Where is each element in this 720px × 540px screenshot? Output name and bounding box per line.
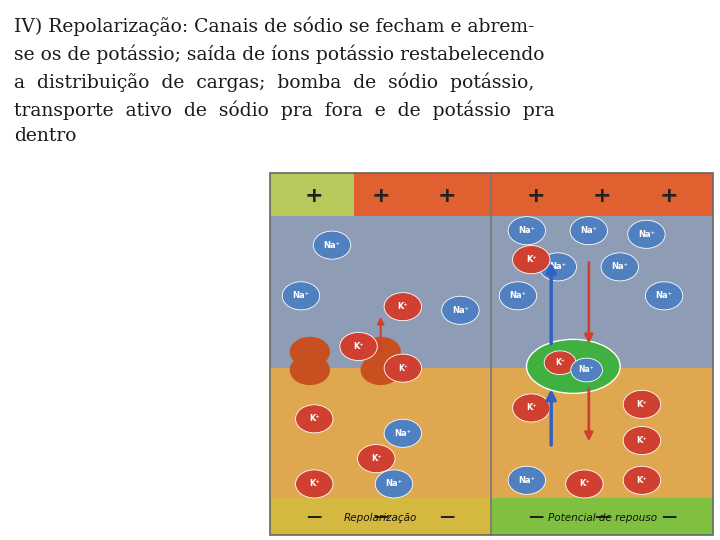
Bar bbox=[270, 173, 713, 535]
Circle shape bbox=[313, 231, 351, 259]
Circle shape bbox=[513, 246, 550, 274]
Circle shape bbox=[539, 253, 577, 281]
Text: +: + bbox=[593, 186, 611, 206]
Circle shape bbox=[513, 394, 550, 422]
Circle shape bbox=[601, 253, 639, 281]
Text: —: — bbox=[595, 509, 610, 524]
Text: Na⁺: Na⁺ bbox=[452, 306, 469, 315]
Text: +: + bbox=[438, 186, 456, 206]
Circle shape bbox=[361, 355, 401, 385]
Circle shape bbox=[375, 470, 413, 498]
Text: K⁺: K⁺ bbox=[636, 476, 647, 485]
Circle shape bbox=[624, 390, 661, 418]
Text: IV) Repolarização: Canais de sódio se fecham e abrem-
se os de potássio; saída d: IV) Repolarização: Canais de sódio se fe… bbox=[14, 16, 555, 145]
Bar bbox=[491, 498, 713, 535]
Text: —: — bbox=[528, 509, 544, 524]
Text: Na⁺: Na⁺ bbox=[385, 480, 402, 489]
Text: Na⁺: Na⁺ bbox=[395, 429, 411, 438]
Circle shape bbox=[628, 220, 665, 248]
Circle shape bbox=[571, 358, 603, 382]
Text: —: — bbox=[439, 509, 455, 524]
Text: Na⁺: Na⁺ bbox=[580, 226, 598, 235]
Text: Na⁺: Na⁺ bbox=[656, 291, 672, 300]
Text: K⁺: K⁺ bbox=[309, 480, 320, 489]
Text: K⁺: K⁺ bbox=[579, 480, 590, 489]
Circle shape bbox=[499, 282, 536, 310]
Text: +: + bbox=[372, 186, 390, 206]
Circle shape bbox=[384, 419, 421, 447]
Bar bbox=[270, 173, 354, 216]
Text: K⁺: K⁺ bbox=[397, 302, 408, 311]
Text: Na⁺: Na⁺ bbox=[638, 230, 655, 239]
Circle shape bbox=[570, 217, 608, 245]
Circle shape bbox=[645, 282, 683, 310]
Text: —: — bbox=[373, 509, 388, 524]
Text: —: — bbox=[307, 509, 322, 524]
Text: Na⁺: Na⁺ bbox=[579, 366, 595, 374]
Text: +: + bbox=[305, 186, 323, 206]
Text: Na⁺: Na⁺ bbox=[518, 226, 536, 235]
Circle shape bbox=[566, 470, 603, 498]
Circle shape bbox=[624, 427, 661, 455]
Bar bbox=[354, 173, 491, 216]
Text: K⁺: K⁺ bbox=[309, 414, 320, 423]
Text: +: + bbox=[526, 186, 545, 206]
Text: K⁺: K⁺ bbox=[371, 454, 382, 463]
Text: Na⁺: Na⁺ bbox=[510, 291, 526, 300]
Circle shape bbox=[295, 470, 333, 498]
Circle shape bbox=[282, 282, 320, 310]
Circle shape bbox=[384, 354, 421, 382]
Text: K⁺: K⁺ bbox=[636, 436, 647, 445]
Bar bbox=[491, 216, 713, 368]
Text: +: + bbox=[660, 186, 678, 206]
Text: K⁺: K⁺ bbox=[526, 255, 536, 264]
Circle shape bbox=[361, 337, 401, 367]
Circle shape bbox=[289, 337, 330, 367]
Text: Na⁺: Na⁺ bbox=[323, 241, 341, 249]
Text: K⁺: K⁺ bbox=[555, 358, 565, 367]
Text: K⁺: K⁺ bbox=[354, 342, 364, 351]
Circle shape bbox=[441, 296, 479, 325]
Bar bbox=[270, 368, 491, 498]
Circle shape bbox=[295, 405, 333, 433]
Ellipse shape bbox=[526, 339, 620, 393]
Bar bbox=[270, 216, 491, 368]
Circle shape bbox=[508, 466, 546, 495]
Circle shape bbox=[624, 466, 661, 495]
Circle shape bbox=[358, 444, 395, 472]
Text: K⁺: K⁺ bbox=[526, 403, 536, 413]
Text: Na⁺: Na⁺ bbox=[518, 476, 536, 485]
Circle shape bbox=[289, 355, 330, 385]
Bar bbox=[491, 173, 713, 216]
Circle shape bbox=[340, 333, 377, 361]
Text: K⁺: K⁺ bbox=[636, 400, 647, 409]
Text: Na⁺: Na⁺ bbox=[292, 291, 310, 300]
Circle shape bbox=[508, 217, 546, 245]
Bar bbox=[270, 498, 491, 535]
Circle shape bbox=[384, 293, 421, 321]
Bar bbox=[491, 368, 713, 498]
Text: Potencial de repouso: Potencial de repouso bbox=[547, 514, 657, 523]
Text: K⁺: K⁺ bbox=[398, 363, 408, 373]
Text: —: — bbox=[661, 509, 676, 524]
Text: Repolarização: Repolarização bbox=[344, 514, 418, 523]
Circle shape bbox=[544, 351, 576, 375]
Text: Na⁺: Na⁺ bbox=[611, 262, 629, 272]
Text: Na⁺: Na⁺ bbox=[549, 262, 567, 272]
